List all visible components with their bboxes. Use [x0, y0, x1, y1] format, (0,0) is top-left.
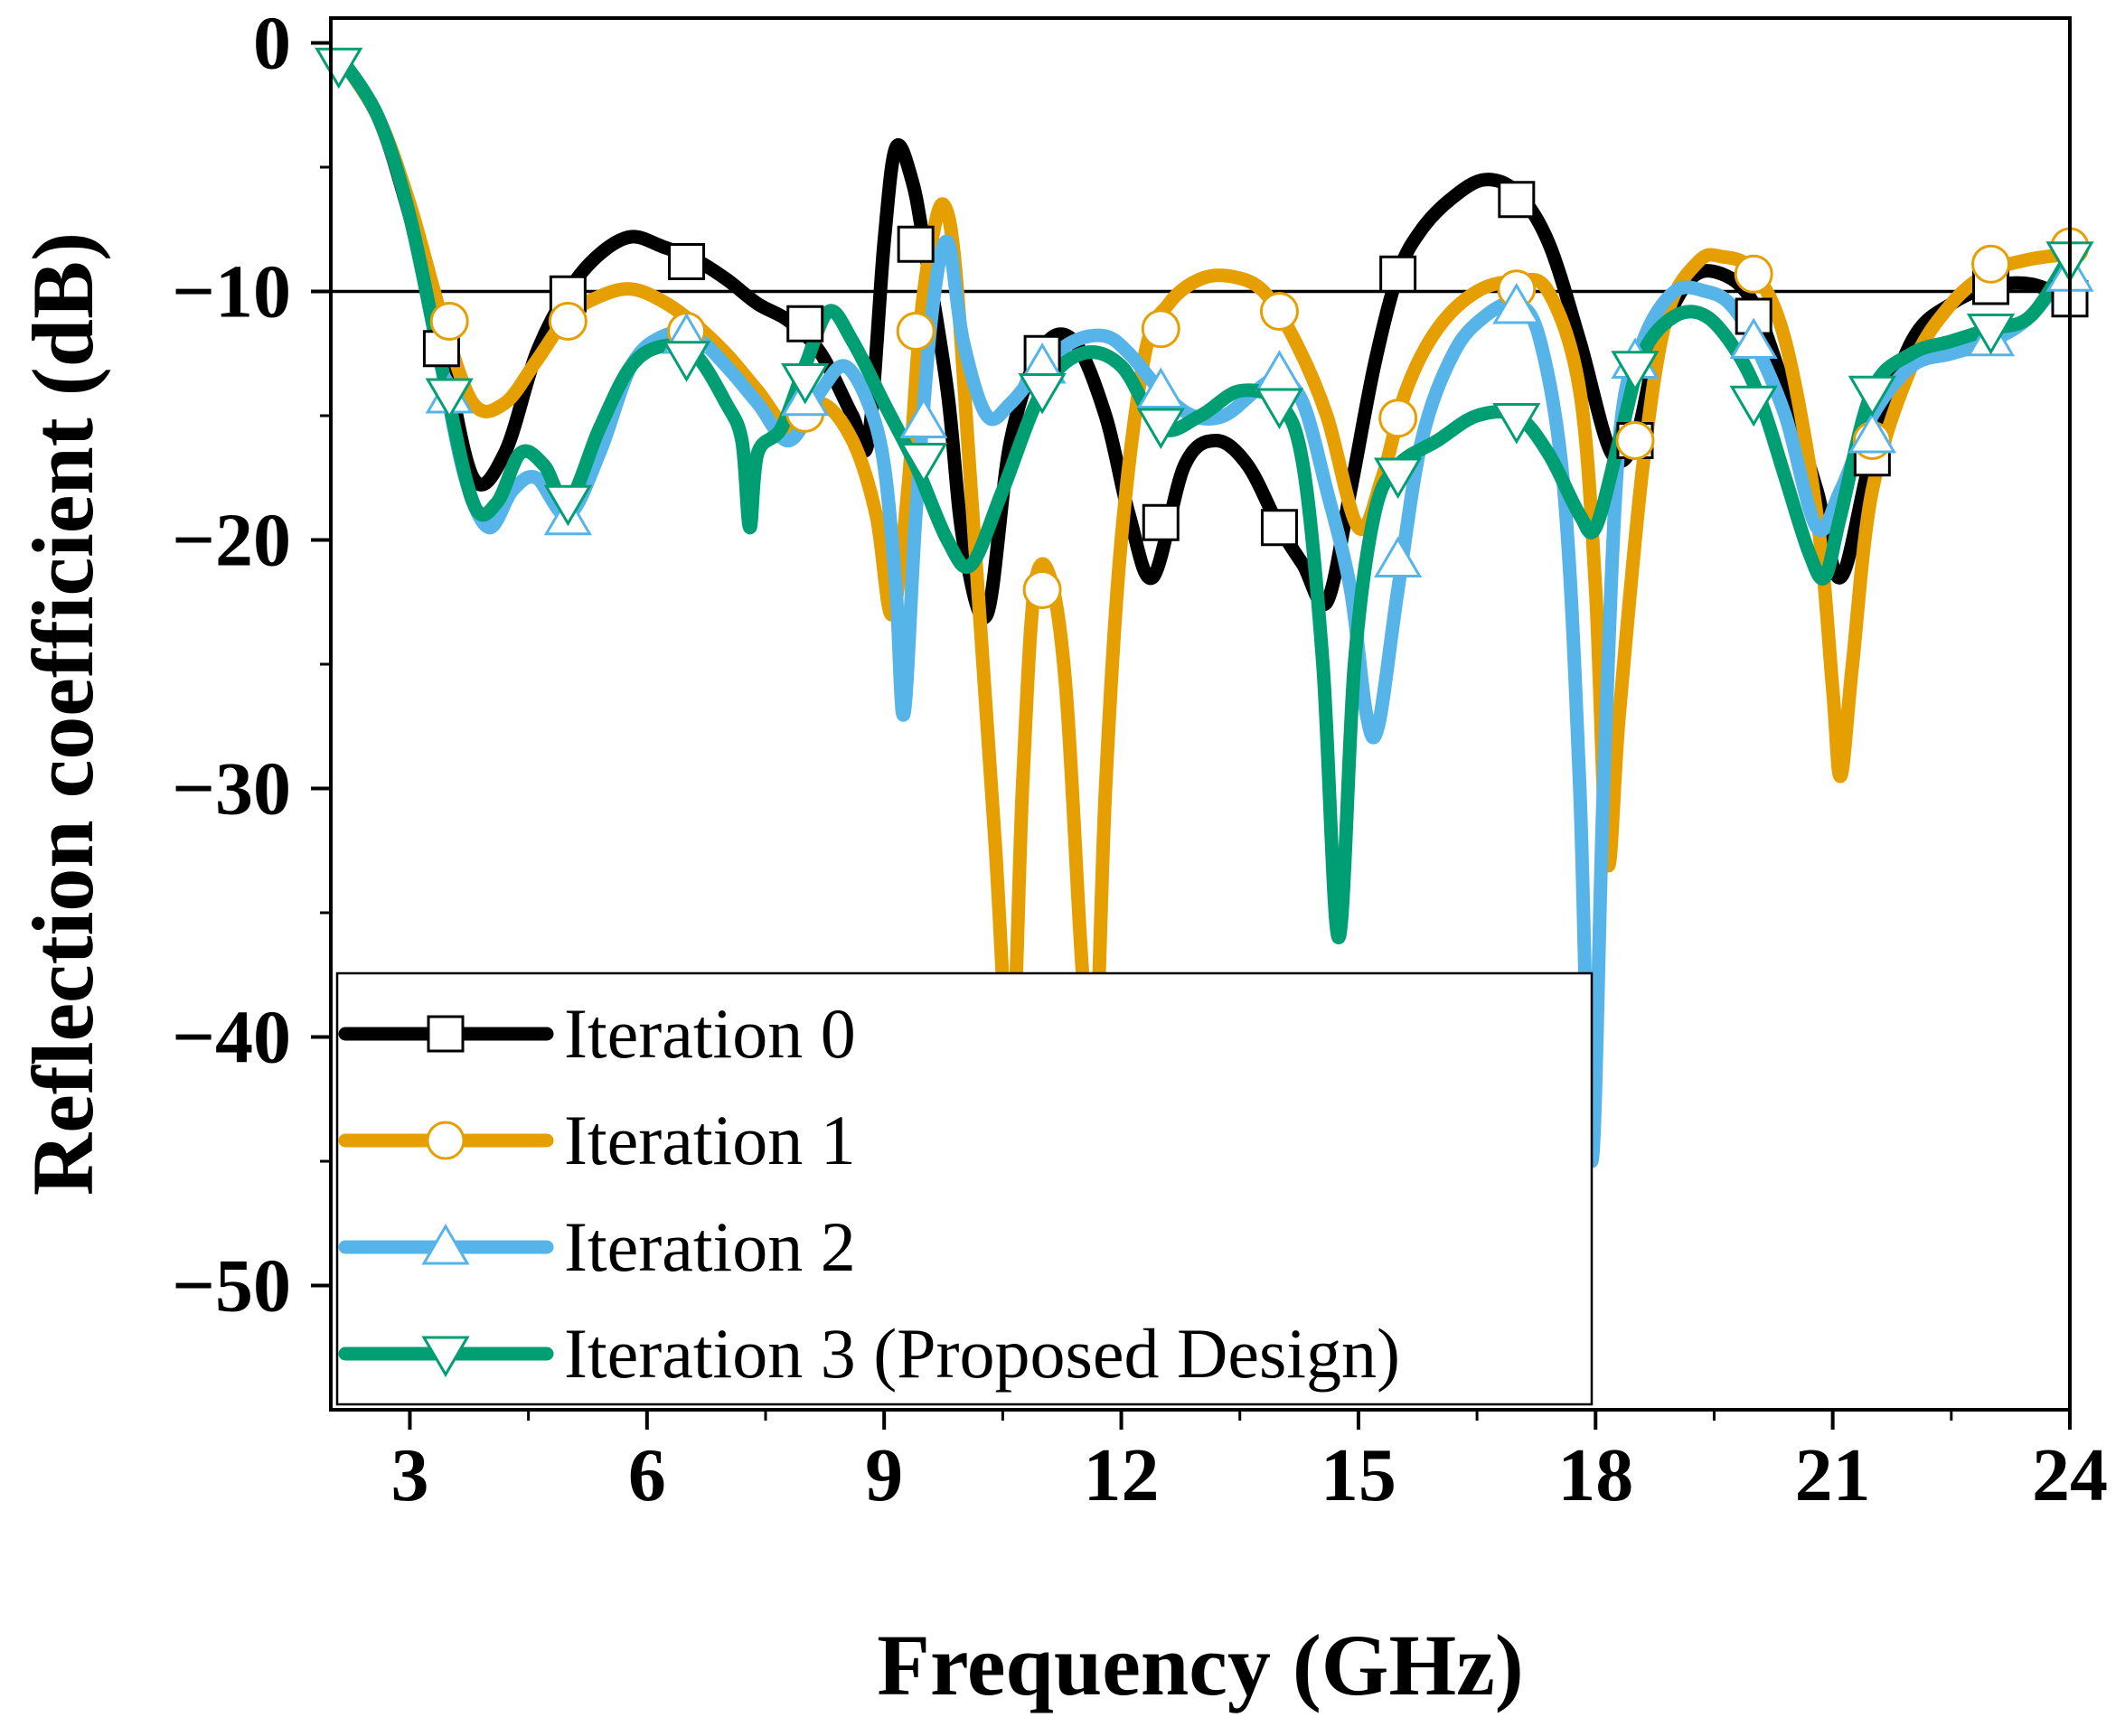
legend-entry-iteration-0: Iteration 0 — [338, 994, 856, 1073]
x-tick-label: 3 — [390, 1433, 428, 1517]
data-point-iteration-1 — [1615, 421, 1655, 460]
y-axis-title: Reflection coefficient (dB) — [14, 232, 111, 1196]
y-tick-label: −30 — [172, 747, 291, 831]
data-point-iteration-0 — [1498, 181, 1536, 219]
data-point-iteration-3 — [1255, 388, 1304, 429]
legend-marker-triangle-down — [421, 1336, 470, 1377]
data-point-iteration-0 — [897, 225, 935, 263]
data-point-iteration-3 — [1492, 403, 1541, 445]
data-point-iteration-2 — [1136, 367, 1185, 408]
y-tick-label: −20 — [172, 499, 291, 583]
data-point-iteration-3 — [1966, 314, 2016, 355]
legend-box — [335, 971, 1594, 1406]
data-point-iteration-2 — [1848, 412, 1896, 454]
y-tick-label: −10 — [172, 250, 291, 334]
data-point-iteration-1 — [896, 312, 936, 351]
data-point-iteration-2 — [899, 397, 948, 438]
data-point-iteration-1 — [1259, 292, 1299, 331]
data-point-iteration-2 — [1255, 350, 1304, 391]
legend-entry-iteration-2: Iteration 2 — [338, 1207, 856, 1286]
y-tick-label: 0 — [253, 2, 291, 86]
data-point-iteration-1 — [1971, 244, 2011, 284]
data-point-iteration-3 — [315, 47, 363, 89]
legend-marker-square — [427, 1015, 465, 1053]
axis-layer: 3 6 9 12 15 18 21 24 0 −10 −20 −30 −40 −50 — [172, 2, 2108, 1518]
data-point-iteration-3 — [1611, 351, 1660, 392]
data-point-iteration-1 — [1378, 399, 1418, 438]
data-point-iteration-3 — [1848, 375, 1896, 418]
data-point-iteration-3 — [899, 443, 948, 484]
legend-entry-iteration-1: Iteration 1 — [338, 1101, 856, 1179]
data-point-iteration-2 — [1492, 283, 1541, 324]
x-tick-label: 21 — [1795, 1433, 1871, 1517]
data-point-iteration-3 — [1018, 373, 1067, 415]
legend-entry-iteration-3: Iteration 3 (Proposed Design) — [338, 1314, 1400, 1393]
data-point-iteration-3 — [1374, 457, 1423, 499]
x-tick-label: 15 — [1321, 1433, 1396, 1517]
y-tick-label: −40 — [172, 996, 291, 1080]
data-point-iteration-1 — [548, 302, 588, 341]
x-axis-title: Frequency (GHz) — [877, 1617, 1523, 1713]
data-point-iteration-3 — [781, 363, 830, 405]
legend-label: Iteration 0 — [564, 994, 856, 1073]
x-tick-label: 18 — [1557, 1433, 1633, 1517]
series-line-iteration-3 — [332, 48, 2070, 944]
x-tick-label: 6 — [628, 1433, 666, 1517]
data-point-iteration-3 — [1136, 408, 1185, 449]
legend-label: Iteration 3 (Proposed Design) — [564, 1314, 1400, 1393]
data-point-iteration-0 — [1142, 503, 1180, 541]
data-point-iteration-1 — [1022, 570, 1062, 609]
plot-frame — [329, 16, 2072, 1412]
data-point-iteration-3 — [662, 341, 711, 382]
data-point-iteration-3 — [543, 484, 592, 527]
y-tick-label: −50 — [172, 1244, 291, 1328]
data-point-iteration-0 — [1379, 255, 1417, 293]
legend-marker-triangle-up — [421, 1224, 470, 1265]
data-point-iteration-2 — [1374, 536, 1423, 577]
legend: Iteration 0 Iteration 1 Iteration 2 Iter… — [335, 971, 1594, 1406]
x-tick-label: 12 — [1084, 1433, 1160, 1517]
series-line-iteration-1 — [332, 48, 2070, 1112]
x-tick-label: 9 — [865, 1433, 903, 1517]
data-point-iteration-0 — [1260, 509, 1298, 547]
data-point-iteration-0 — [786, 305, 824, 343]
data-point-iteration-2 — [1729, 317, 1778, 359]
series-line-iteration-0 — [332, 48, 2070, 624]
marker-layer — [315, 47, 2094, 609]
x-tick-label: 24 — [2032, 1433, 2108, 1517]
legend-label: Iteration 1 — [564, 1101, 856, 1179]
data-point-iteration-3 — [425, 378, 474, 419]
legend-label: Iteration 2 — [564, 1207, 856, 1286]
legend-marker-circle — [426, 1121, 465, 1160]
data-point-iteration-1 — [429, 302, 469, 341]
data-point-iteration-0 — [668, 243, 706, 280]
data-point-iteration-1 — [1734, 254, 1773, 294]
data-point-iteration-3 — [1729, 385, 1778, 427]
data-point-iteration-1 — [1141, 309, 1180, 349]
